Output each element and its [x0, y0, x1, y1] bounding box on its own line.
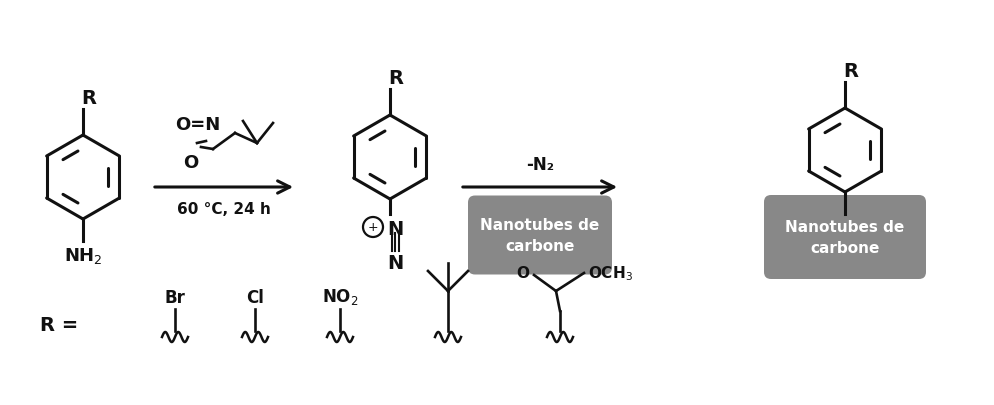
Text: NO$_2$: NO$_2$: [322, 286, 358, 306]
Text: N: N: [387, 254, 404, 272]
Text: Nanotubes de
carbone: Nanotubes de carbone: [785, 220, 905, 256]
Text: R: R: [81, 89, 96, 108]
Text: O=N: O=N: [175, 116, 221, 134]
Text: R: R: [388, 69, 403, 88]
Text: R: R: [843, 62, 858, 81]
FancyBboxPatch shape: [468, 196, 612, 275]
Text: Nanotubes de
carbone: Nanotubes de carbone: [480, 217, 599, 254]
Text: 60 °C, 24 h: 60 °C, 24 h: [177, 202, 271, 216]
Text: Br: Br: [165, 288, 186, 306]
Text: N: N: [387, 220, 404, 239]
Text: OCH$_3$: OCH$_3$: [588, 264, 633, 283]
Text: O: O: [183, 153, 199, 172]
Text: NH$_2$: NH$_2$: [64, 245, 102, 265]
Text: O: O: [516, 266, 529, 281]
Text: Cl: Cl: [247, 288, 264, 306]
Text: $+$: $+$: [368, 221, 379, 234]
FancyBboxPatch shape: [764, 196, 926, 279]
Text: -N₂: -N₂: [526, 156, 554, 174]
Text: R =: R =: [40, 316, 79, 335]
